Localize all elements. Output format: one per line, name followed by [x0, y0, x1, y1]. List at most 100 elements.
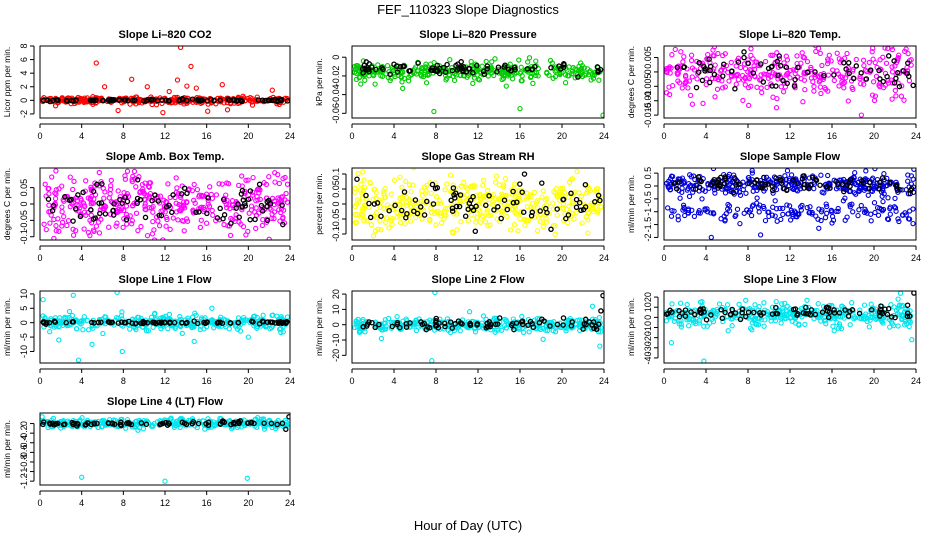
data-point: [124, 420, 130, 427]
data-point: [777, 63, 784, 69]
data-point: [61, 213, 67, 220]
data-point: [743, 297, 749, 303]
data-point: [282, 174, 288, 181]
data-point: [899, 313, 905, 319]
data-point: [721, 61, 727, 67]
data-point: [380, 188, 387, 195]
data-point: [419, 65, 425, 71]
data-point: [879, 186, 886, 192]
data-point: [462, 213, 469, 219]
data-point: [861, 302, 868, 308]
data-point: [876, 82, 882, 88]
data-point: [173, 422, 179, 428]
data-point: [377, 204, 383, 211]
data-point: [788, 172, 795, 178]
data-point: [747, 207, 754, 213]
y-tick-label: -0.015: [643, 102, 653, 128]
data-point: [812, 311, 819, 318]
panel-4: Slope Amb. Box Temp.0 4 8 12 16 20 24-0.1-0.05…: [2, 151, 295, 263]
data-point: [897, 187, 903, 193]
data-point: [132, 320, 139, 327]
data-point: [749, 320, 755, 326]
data-point: [825, 305, 832, 311]
data-point: [266, 174, 272, 180]
data-point: [79, 96, 85, 102]
data-point: [225, 96, 231, 102]
data-point: [792, 76, 798, 83]
data-point: [184, 190, 190, 197]
data-point: [130, 97, 136, 104]
data-point: [885, 195, 891, 201]
data-point: [160, 315, 167, 321]
data-point: [119, 416, 125, 423]
data-point: [871, 97, 878, 104]
data-point: [78, 321, 84, 327]
data-point: [247, 188, 254, 194]
y-axis-label: ml/min per min.: [626, 175, 636, 233]
y-tick-label: 6: [19, 57, 29, 62]
data-point: [255, 97, 262, 103]
data-point: [867, 317, 873, 323]
data-point: [220, 196, 227, 203]
data-point: [560, 204, 566, 211]
data-point: [742, 82, 748, 88]
data-point: [726, 78, 732, 84]
data-point: [428, 190, 434, 197]
data-point: [674, 308, 680, 314]
data-point: [904, 313, 911, 320]
series-2: [665, 195, 916, 240]
data-point: [676, 179, 682, 185]
data-point: [55, 420, 61, 427]
data-point: [100, 330, 106, 337]
data-point: [442, 69, 449, 75]
data-point: [176, 207, 183, 214]
data-point: [866, 179, 873, 186]
data-point: [710, 52, 716, 59]
data-point: [720, 52, 726, 59]
data-point: [827, 185, 833, 191]
series-2: [664, 291, 916, 323]
y-axis-label: degrees C per min.: [2, 168, 12, 240]
data-point: [699, 77, 706, 84]
data-point: [522, 322, 528, 328]
data-point: [427, 217, 433, 224]
data-point: [579, 62, 585, 69]
data-point: [847, 188, 854, 194]
data-point: [370, 196, 376, 202]
data-point: [239, 98, 245, 105]
data-point: [352, 185, 358, 191]
data-point: [851, 180, 858, 187]
data-point: [550, 200, 556, 206]
data-point: [732, 176, 738, 182]
data-point: [780, 77, 786, 84]
data-points: [40, 414, 290, 484]
data-point: [903, 212, 909, 218]
outlier-point: [56, 337, 62, 343]
data-point: [121, 97, 128, 103]
data-point: [876, 67, 882, 74]
data-point: [762, 217, 769, 224]
series-2: [40, 95, 290, 105]
outlier-point: [600, 112, 604, 118]
data-point: [168, 415, 174, 421]
data-point: [399, 199, 405, 205]
outlier-point: [269, 87, 275, 93]
x-tick-label: 12: [473, 253, 483, 263]
data-point: [425, 324, 431, 330]
data-point: [887, 211, 893, 217]
data-point: [682, 307, 689, 313]
data-point: [715, 50, 721, 57]
data-point: [441, 208, 448, 214]
data-point: [694, 76, 700, 82]
data-point: [761, 71, 767, 77]
data-point: [675, 213, 681, 219]
data-point: [277, 319, 283, 325]
data-point: [135, 314, 141, 320]
data-point: [783, 64, 790, 71]
data-point: [459, 321, 465, 327]
data-point: [845, 98, 851, 104]
outlier-point: [431, 108, 437, 115]
data-point: [873, 73, 880, 80]
data-point: [238, 191, 245, 197]
